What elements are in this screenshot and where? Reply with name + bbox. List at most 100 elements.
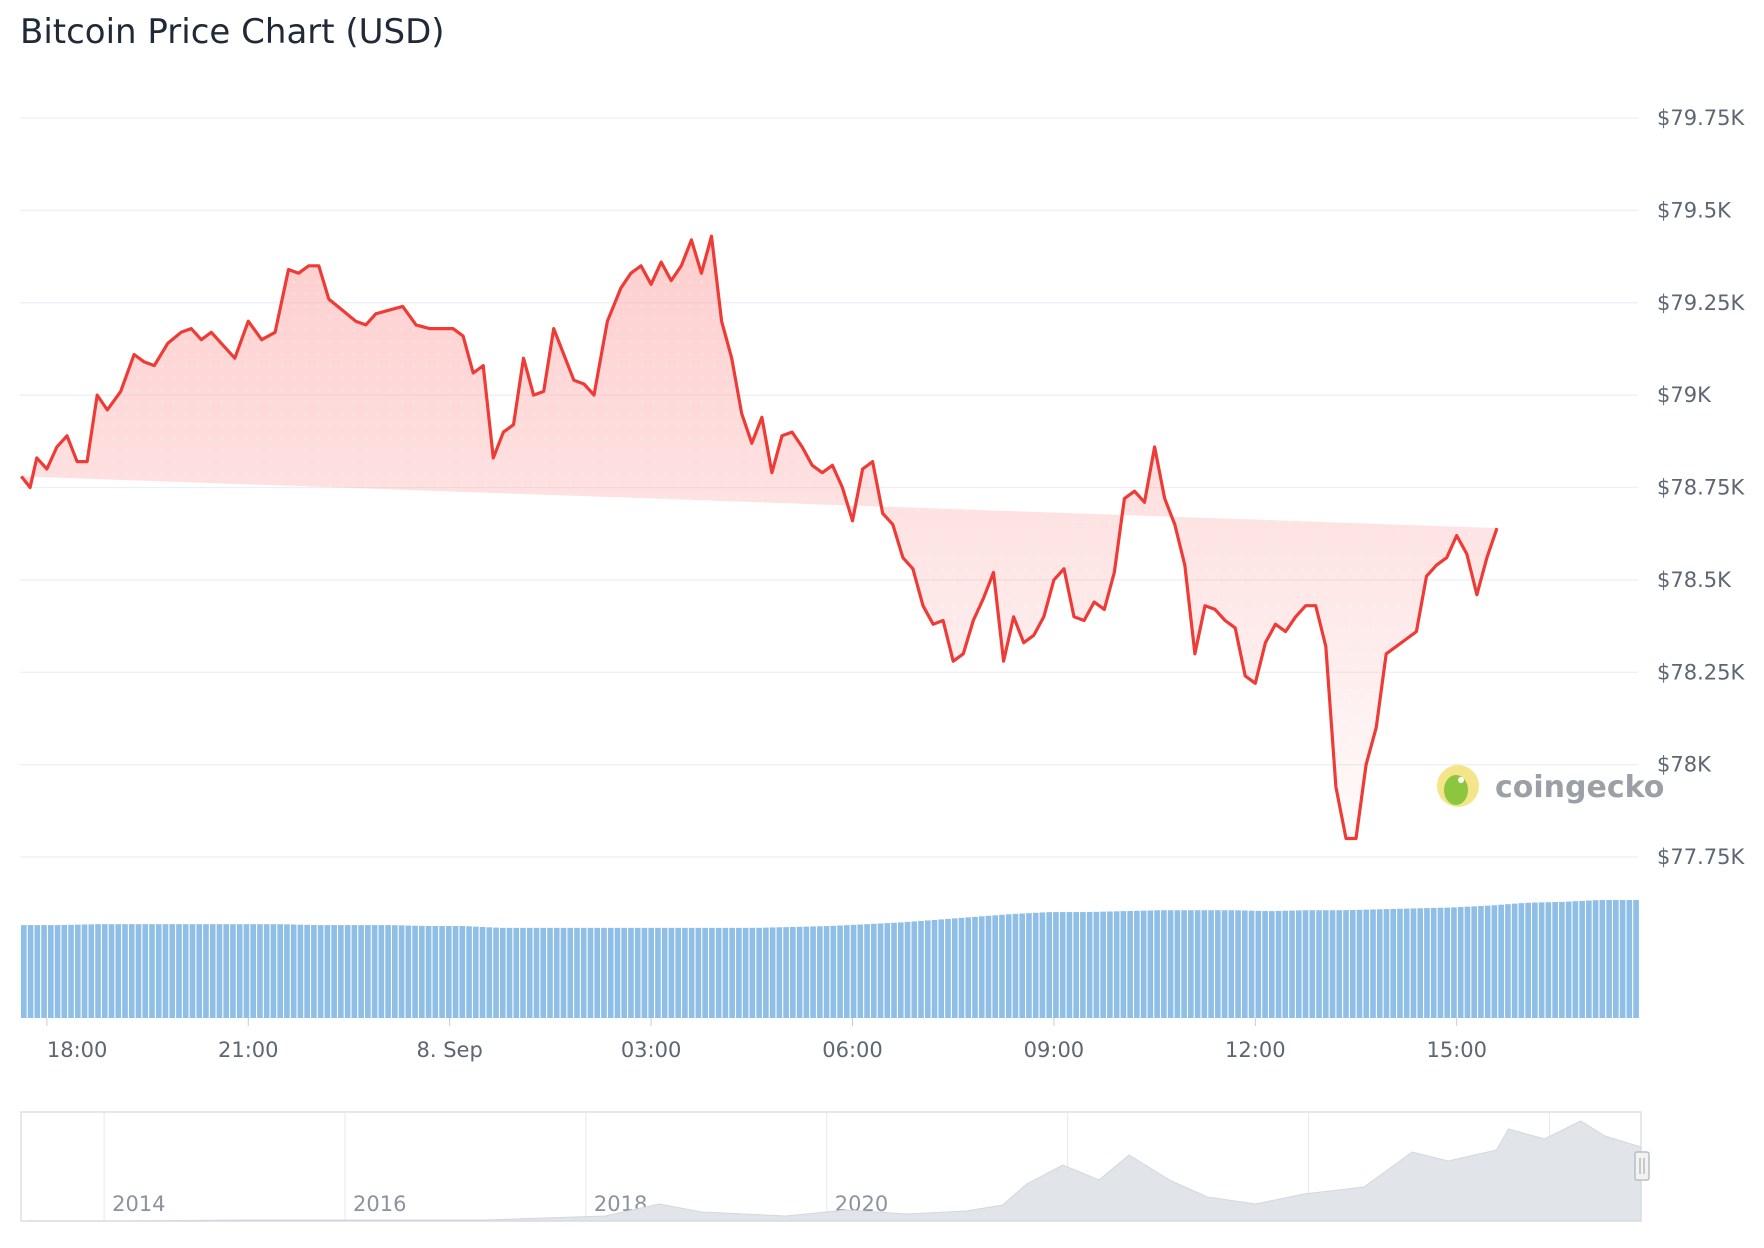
volume-bar (1478, 906, 1484, 1018)
volume-bar (1066, 912, 1073, 1018)
volume-bar (486, 927, 493, 1018)
volume-bar (405, 925, 412, 1018)
x-tick-label: 15:00 (1426, 1038, 1487, 1062)
volume-bar (466, 926, 472, 1018)
coingecko-watermark: coingecko (1437, 765, 1664, 807)
volume-bar (790, 926, 796, 1018)
volume-bar (756, 927, 762, 1018)
volume-bar (526, 927, 533, 1018)
volume-bar (41, 925, 47, 1018)
volume-bar (284, 924, 290, 1018)
volume-bar (1316, 910, 1322, 1018)
volume-bar (1552, 902, 1558, 1018)
volume-bar (580, 927, 587, 1018)
volume-bar (891, 922, 897, 1018)
volume-bar (155, 924, 162, 1018)
volume-bar (1498, 904, 1504, 1018)
y-tick-label: $79.5K (1657, 198, 1732, 222)
volume-bar (1174, 910, 1181, 1018)
volume-bar (270, 924, 277, 1018)
volume-bar (1538, 902, 1545, 1018)
volume-bar (365, 925, 371, 1018)
volume-bar (432, 926, 439, 1018)
volume-bar (378, 925, 385, 1018)
volume-bar (1579, 900, 1585, 1018)
volume-bar (796, 926, 803, 1018)
volume-bar (607, 927, 614, 1018)
x-axis: 18:00 21:00 8. Sep 03:00 06:00 09:00 12:00 15:0… (46, 1018, 1487, 1062)
volume-bar (1093, 911, 1100, 1018)
volume-bar (317, 925, 324, 1018)
x-tick-label: 12:00 (1225, 1038, 1286, 1062)
volume-bar (1376, 909, 1383, 1018)
volume-bar (304, 924, 310, 1018)
volume-series (21, 900, 1639, 1018)
volume-bar (1019, 913, 1026, 1018)
volume-bar (371, 925, 378, 1018)
volume-bar (1107, 911, 1113, 1018)
volume-bar (250, 924, 257, 1018)
volume-bar (47, 925, 54, 1018)
volume-bar (1228, 910, 1235, 1018)
volume-bar (1322, 910, 1329, 1018)
volume-bar (621, 927, 628, 1018)
volume-bar (1525, 902, 1531, 1018)
volume-bar (128, 924, 135, 1018)
y-tick-label: $78K (1657, 753, 1712, 777)
volume-bar (553, 927, 560, 1018)
volume-bar (54, 925, 61, 1018)
volume-bar (1619, 900, 1626, 1018)
navigator-tick-label: 2014 (112, 1192, 165, 1216)
volume-bar (1161, 910, 1167, 1018)
volume-bar (290, 924, 297, 1018)
x-tick-label: 03:00 (621, 1038, 682, 1062)
volume-bar (34, 925, 41, 1018)
volume-bar (769, 927, 776, 1018)
volume-bar (682, 927, 688, 1018)
volume-bar (439, 926, 445, 1018)
volume-bar (1532, 902, 1538, 1018)
volume-bar (560, 927, 567, 1018)
volume-bar (938, 919, 945, 1018)
volume-bar (931, 919, 938, 1018)
volume-bar (1053, 912, 1059, 1018)
volume-bar (223, 924, 230, 1018)
volume-bar (1268, 911, 1275, 1018)
volume-bar (783, 927, 789, 1018)
volume-bar (587, 927, 594, 1018)
volume-bar (533, 927, 540, 1018)
volume-bar (1370, 909, 1376, 1018)
volume-bar (1167, 910, 1174, 1018)
navigator-handle[interactable] (1634, 1151, 1650, 1181)
volume-bar (1275, 910, 1282, 1018)
volume-bar (965, 917, 972, 1018)
volume-bar (1349, 909, 1356, 1018)
volume-bar (1464, 906, 1471, 1018)
navigator-handle-grip (1634, 1151, 1650, 1181)
range-navigator[interactable]: 2014201620182020202220242026 (20, 1111, 1650, 1222)
volume-bar (601, 927, 607, 1018)
volume-bar (1194, 910, 1201, 1018)
volume-bar (1410, 908, 1417, 1018)
volume-bar (675, 927, 681, 1018)
volume-bar (897, 922, 904, 1018)
volume-bar (1120, 911, 1127, 1018)
volume-bar (1005, 914, 1012, 1018)
volume-bar (425, 926, 432, 1018)
volume-bar (499, 927, 506, 1018)
volume-bar (1424, 908, 1430, 1018)
volume-bar (641, 927, 648, 1018)
price-area-dots (21, 236, 1497, 839)
volume-bar (634, 927, 641, 1018)
volume-bar (88, 924, 95, 1018)
volume-bar (1329, 910, 1336, 1018)
volume-bar (209, 924, 216, 1018)
volume-bar (1221, 910, 1228, 1018)
volume-bar (189, 924, 196, 1018)
volume-bar (27, 925, 34, 1018)
volume-bar (574, 927, 580, 1018)
volume-bar (398, 925, 405, 1018)
volume-bar (803, 926, 810, 1018)
x-tick-label: 21:00 (218, 1038, 279, 1062)
